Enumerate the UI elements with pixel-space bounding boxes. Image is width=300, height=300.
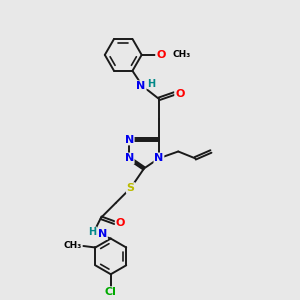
- Text: H: H: [147, 79, 155, 89]
- Text: N: N: [136, 81, 146, 91]
- Text: Cl: Cl: [105, 287, 117, 297]
- Text: CH₃: CH₃: [63, 241, 82, 250]
- Text: H: H: [88, 227, 97, 237]
- Text: N: N: [124, 135, 134, 145]
- Text: N: N: [154, 153, 164, 163]
- Text: N: N: [98, 229, 107, 239]
- Text: O: O: [175, 88, 184, 98]
- Text: S: S: [127, 183, 135, 193]
- Text: CH₃: CH₃: [172, 50, 191, 59]
- Text: O: O: [156, 50, 165, 60]
- Text: O: O: [116, 218, 125, 228]
- Text: N: N: [124, 153, 134, 163]
